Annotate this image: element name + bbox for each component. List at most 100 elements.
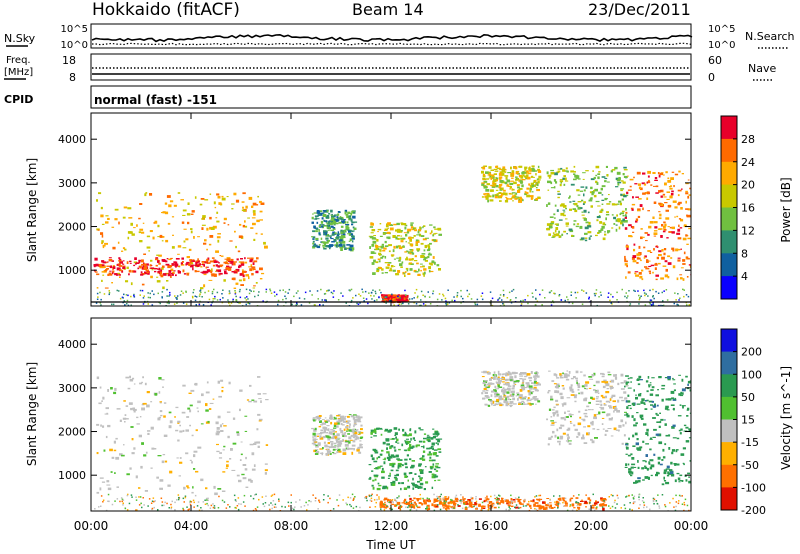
velocity-mark [644,400,647,402]
power-mark [396,222,400,226]
power-mark [192,267,194,271]
velocity-mark [337,446,340,448]
velocity-mark [447,496,450,498]
velocity-mark [427,439,431,443]
velocity-mark [638,498,640,501]
velocity-mark [418,498,422,500]
freq-tick-top: 18 [62,54,76,67]
power-mark [385,302,387,304]
power-mark [617,181,622,184]
power-mark [482,166,486,170]
power-mark [654,226,658,229]
velocity-mark [358,432,361,434]
velocity-mark [655,473,658,477]
power-mark [685,200,687,204]
velocity-mark [526,384,530,387]
velocity-mark [369,499,372,502]
power-mark [598,296,600,298]
power-mark [323,225,327,227]
power-mark [172,234,174,236]
velocity-mark [174,416,176,418]
velocity-mark [542,501,545,504]
velocity-mark [598,411,601,415]
velocity-mark [207,499,209,502]
velocity-mark [513,372,518,374]
velocity-mark [494,404,498,406]
power-mark [180,264,185,266]
power-mark [653,230,658,232]
velocity-mark [381,467,384,471]
velocity-mark [204,499,206,501]
power-mark [489,175,492,178]
velocity-mark [595,391,598,394]
velocity-mark [353,431,358,435]
power-mark [381,294,386,296]
power-mark [506,198,511,200]
velocity-mark [370,436,373,438]
velocity-mark [392,483,396,486]
power-mark [416,296,419,299]
power-mark [143,267,148,270]
power-mark [351,221,355,224]
velocity-mark [596,396,599,398]
velocity-mark [319,435,322,439]
power-mark [323,233,326,235]
power-mark [514,166,518,170]
velocity-mark [450,506,454,509]
power-mark [557,170,561,173]
power-mark [520,303,523,305]
velocity-mark [461,507,464,510]
power-mark [590,186,593,190]
power-mark [252,222,256,226]
power-mark [245,288,248,291]
power-mark [485,189,490,192]
power-mark [498,177,502,180]
velocity-mark [426,436,431,439]
power-mark [447,289,449,291]
velocity-mark [552,413,555,417]
velocity-mark [317,417,322,419]
power-mark [529,189,531,193]
power-mark [406,231,410,234]
power-mark [411,243,414,247]
velocity-mark [423,437,427,440]
velocity-mark [357,446,360,449]
power-mark [199,203,203,206]
power-mark [391,293,393,296]
velocity-mark [649,382,652,384]
power-mark [211,290,214,293]
velocity-mark [492,400,495,404]
power-mark [620,180,624,182]
power-mark [131,270,135,273]
power-mark [167,265,171,269]
velocity-mark [656,471,659,475]
velocity-mark [673,506,675,508]
velocity-mark [635,480,639,484]
power-mark [325,237,329,240]
velocity-mark [478,498,482,500]
velocity-mark [582,419,586,422]
power-mark [398,298,401,301]
velocity-mark [407,479,409,482]
velocity-mark [404,458,408,461]
power-mark [574,209,578,213]
power-mark [287,292,289,294]
power-mark [297,290,299,292]
power-mark [373,299,376,302]
power-mark [638,245,641,249]
velocity-mark [195,470,199,473]
velocity-mark [258,398,262,400]
power-mark [370,294,372,297]
velocity-mark [402,464,404,467]
velocity-mark [462,498,465,501]
power-mark [249,259,253,263]
power-mark [559,183,562,187]
power-mark [660,189,664,193]
power-mark [276,293,278,296]
velocity-mark [452,505,455,507]
velocity-mark [109,448,113,452]
power-mark [520,177,524,179]
velocity-mark [426,504,430,507]
power-mark [506,179,510,183]
power-mark [659,172,663,176]
